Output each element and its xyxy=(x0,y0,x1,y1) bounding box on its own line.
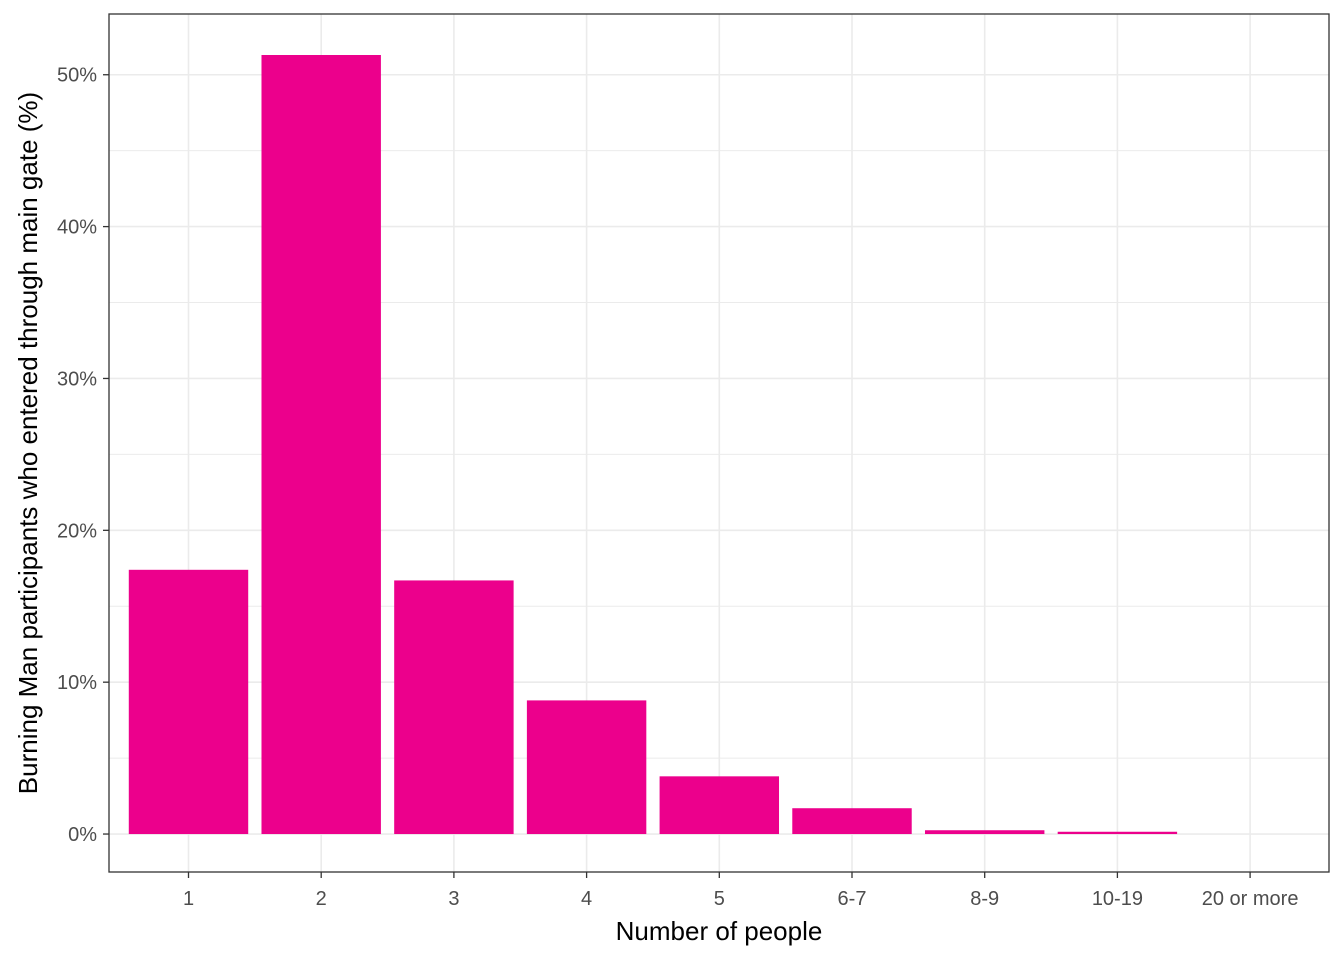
y-axis-title: Burning Man participants who entered thr… xyxy=(13,92,43,794)
y-tick-label: 0% xyxy=(68,824,97,846)
y-tick-label: 20% xyxy=(57,520,97,542)
bar-10-19 xyxy=(1057,831,1178,835)
bars xyxy=(128,55,1178,835)
x-tick-label: 3 xyxy=(448,888,459,910)
bar-1 xyxy=(128,569,249,835)
x-tick-label: 20 or more xyxy=(1202,888,1299,910)
x-axis-title: Number of people xyxy=(616,916,823,946)
bar-2 xyxy=(261,55,381,835)
bar-3 xyxy=(394,580,514,835)
x-tick-label: 8-9 xyxy=(970,888,999,910)
y-tick-label: 40% xyxy=(57,217,97,239)
x-tick-label: 2 xyxy=(316,888,327,910)
x-tick-label: 5 xyxy=(714,888,725,910)
x-tick-label: 4 xyxy=(581,888,592,910)
x-tick-label: 6-7 xyxy=(838,888,867,910)
y-tick-label: 50% xyxy=(57,65,97,87)
x-tick-label: 1 xyxy=(183,888,194,910)
x-axis-ticks: 1 2 3 4 5 6-7 8-9 10-19 20 or more xyxy=(183,872,1299,910)
y-tick-label: 30% xyxy=(57,368,97,390)
y-tick-label: 10% xyxy=(57,672,97,694)
y-axis-ticks: 0% 10% 20% 30% 40% 50% xyxy=(57,65,109,846)
bar-6-7 xyxy=(792,808,912,835)
bar-8-9 xyxy=(924,830,1045,835)
bar-4 xyxy=(526,700,647,835)
x-tick-label: 10-19 xyxy=(1092,888,1143,910)
bar-5 xyxy=(659,776,780,835)
